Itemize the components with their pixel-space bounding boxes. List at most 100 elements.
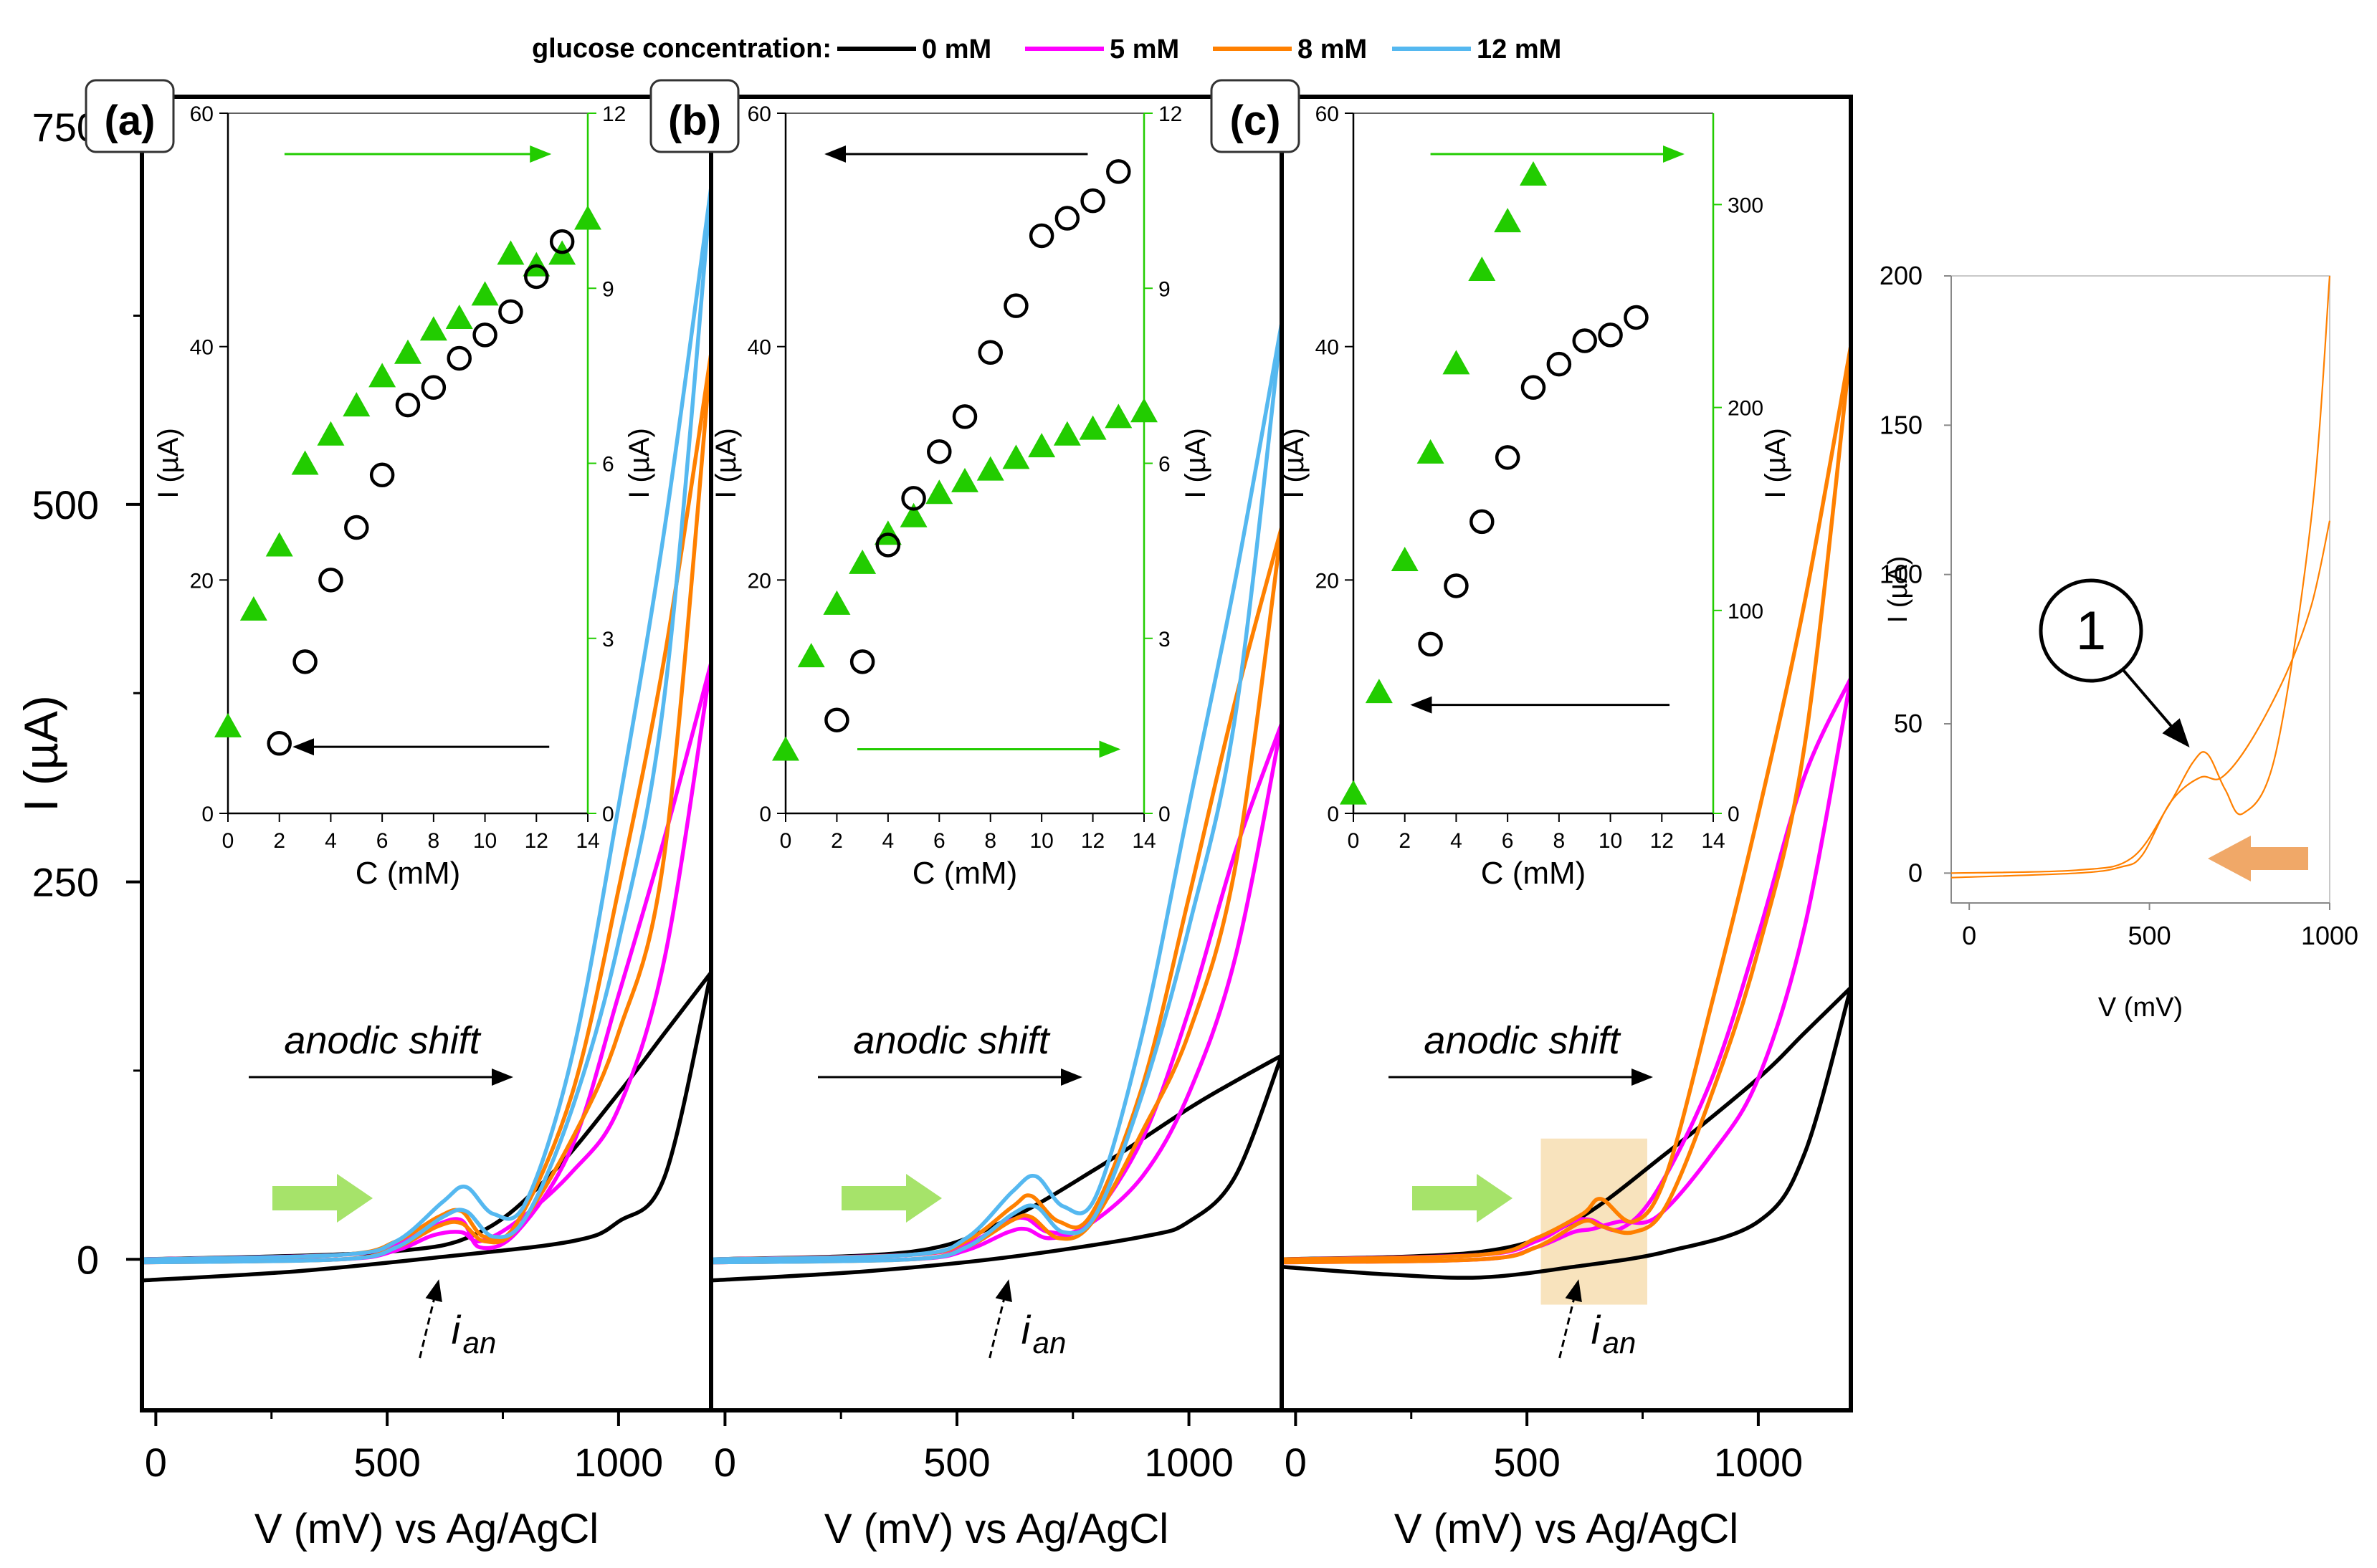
inset-yr-tick-label: 0 <box>1158 803 1171 826</box>
inset-circle-point <box>952 404 978 429</box>
inset-triangle-point <box>419 316 447 341</box>
x-tick-label: 500 <box>1493 1440 1560 1485</box>
inset-x-axis-label: C (mM) <box>913 856 1018 891</box>
inset-triangle-point <box>445 304 473 329</box>
inset-x-tick-label: 2 <box>831 829 843 853</box>
inset-triangle-point <box>1053 421 1081 446</box>
inset-x-tick-label: 10 <box>473 829 497 853</box>
panel-letter-box <box>649 79 740 153</box>
inset-triangle-point <box>497 240 525 265</box>
inset-yl-tick-label: 60 <box>748 102 771 126</box>
inset-x-tick-label: 2 <box>273 829 285 853</box>
zoom-y-tick-label: 150 <box>1880 410 1923 439</box>
inset-triangle-point <box>1002 444 1030 469</box>
x-tick-label: 1000 <box>1714 1440 1804 1485</box>
inset-x-tick-label: 10 <box>1029 829 1053 853</box>
inset-yl-tick-label: 60 <box>190 102 214 126</box>
inset-circle-point <box>267 731 292 756</box>
zoom-x-tick-label: 500 <box>2128 921 2171 950</box>
x-tick-label: 1000 <box>574 1440 664 1485</box>
zoom-y-tick-label: 0 <box>1908 858 1923 887</box>
anodic-shift-label: anodic shift <box>284 1019 481 1062</box>
y-tick-label: 250 <box>32 860 99 905</box>
cv-series-8mM-lower <box>1281 345 1853 1265</box>
inset-triangle-point <box>1028 433 1056 458</box>
scan-direction-arrow <box>842 1174 942 1223</box>
legend-label-3: 12 mM <box>1477 34 1561 64</box>
inset-yr-tick-label: 9 <box>602 277 614 301</box>
cv-series-12mM-upper <box>710 322 1284 1262</box>
inset-triangle-point <box>797 643 825 668</box>
inset-yl-tick-label: 0 <box>759 803 771 826</box>
inset-triangle-point <box>1130 398 1158 423</box>
inset-circle-point <box>1004 293 1029 318</box>
inset-circle-point <box>292 649 318 674</box>
cv-series-8mM-upper <box>1281 345 1853 1262</box>
x-tick-label: 0 <box>1285 1440 1307 1485</box>
inset-x-tick-label: 6 <box>933 829 945 853</box>
inset-yr-axis-label: I (µA) <box>624 428 655 499</box>
inset-triangle-point <box>976 456 1004 481</box>
inset-circle-point <box>447 345 472 371</box>
inset-yl-tick-label: 40 <box>190 336 214 360</box>
zoom-y-tick-label: 100 <box>1880 560 1923 589</box>
inset-circle-point <box>549 229 575 254</box>
inset-x-tick-label: 12 <box>525 829 548 853</box>
inset-yl-tick-label: 60 <box>1315 102 1339 126</box>
cv-series-12mM-lower <box>141 187 713 1265</box>
inset-circle-point <box>1624 305 1649 330</box>
inset-yr-tick-label: 200 <box>1728 397 1763 421</box>
x-axis-label: V (mV) vs Ag/AgCl <box>1394 1506 1738 1552</box>
panel-letter-box <box>85 79 175 153</box>
inset-circle-point <box>1495 445 1520 470</box>
ian-label: i <box>1591 1307 1601 1352</box>
inset-yl-tick-label: 20 <box>1315 569 1339 593</box>
inset-triangle-point <box>772 736 799 761</box>
inset-yl-tick-label: 40 <box>1315 336 1339 360</box>
inset-yr-axis-label: I (µA) <box>1760 428 1791 499</box>
inset-circle-point <box>1520 375 1546 400</box>
inset-x-tick-label: 0 <box>1348 829 1360 853</box>
inset-triangle-point <box>1442 350 1470 375</box>
inset-yl-tick-label: 0 <box>1327 803 1339 826</box>
inset-circle-point <box>1469 509 1495 535</box>
inset-triangle-point <box>823 590 851 615</box>
inset-circle-point <box>849 649 875 674</box>
anodic-shift-label: anodic shift <box>1424 1019 1621 1062</box>
inset-x-tick-label: 14 <box>1701 829 1725 853</box>
inset-yl-tick-label: 20 <box>748 569 771 593</box>
legend-title: glucose concentration: <box>532 34 832 64</box>
zoom-curve-lower <box>1950 520 2331 879</box>
inset-x-tick-label: 10 <box>1599 829 1622 853</box>
inset-triangle-point <box>1494 208 1522 233</box>
inset-circle-point <box>1106 159 1131 184</box>
panel-zoom: 0 500 1000 V (mV) 0 50 100 150 200 I (µA) 1 <box>1880 261 2358 1023</box>
inset-x-tick-label: 6 <box>1502 829 1514 853</box>
x-axis-label: V (mV) vs Ag/AgCl <box>824 1506 1168 1552</box>
inset-yr-tick-label: 0 <box>1728 803 1740 826</box>
zoom-y-tick-label: 50 <box>1894 709 1923 738</box>
inset-triangle-point <box>1340 780 1367 805</box>
ian-arrow <box>419 1279 442 1359</box>
inset-x-tick-label: 8 <box>428 829 440 853</box>
inset-circle-point <box>1572 328 1597 353</box>
zoom-scan-arrow <box>2208 836 2308 881</box>
inset-yl-axis-label: I (µA) <box>1278 428 1310 499</box>
legend-entries: 0 mM 5 mM 8 mM 12 mM <box>837 34 1561 64</box>
inset-triangle-point <box>1079 415 1107 440</box>
panel-letter-box <box>1210 79 1300 153</box>
inset-triangle-point <box>368 363 396 388</box>
inset-x-tick-label: 4 <box>882 829 895 853</box>
inset-yr-tick-label: 100 <box>1728 600 1763 623</box>
ian-label: i <box>452 1307 462 1352</box>
inset-circle-point <box>1546 351 1572 377</box>
inset-x-axis-label: C (mM) <box>1481 856 1586 891</box>
zoom-x-axis-label: V (mV) <box>2098 993 2183 1023</box>
inset-x-tick-label: 2 <box>1399 829 1411 853</box>
plot-frame <box>1280 95 1853 1412</box>
inset-triangle-point <box>394 339 421 364</box>
inset-triangle-point <box>343 392 371 417</box>
inset-triangle-point <box>951 467 978 492</box>
inset-circle-point <box>875 532 901 558</box>
